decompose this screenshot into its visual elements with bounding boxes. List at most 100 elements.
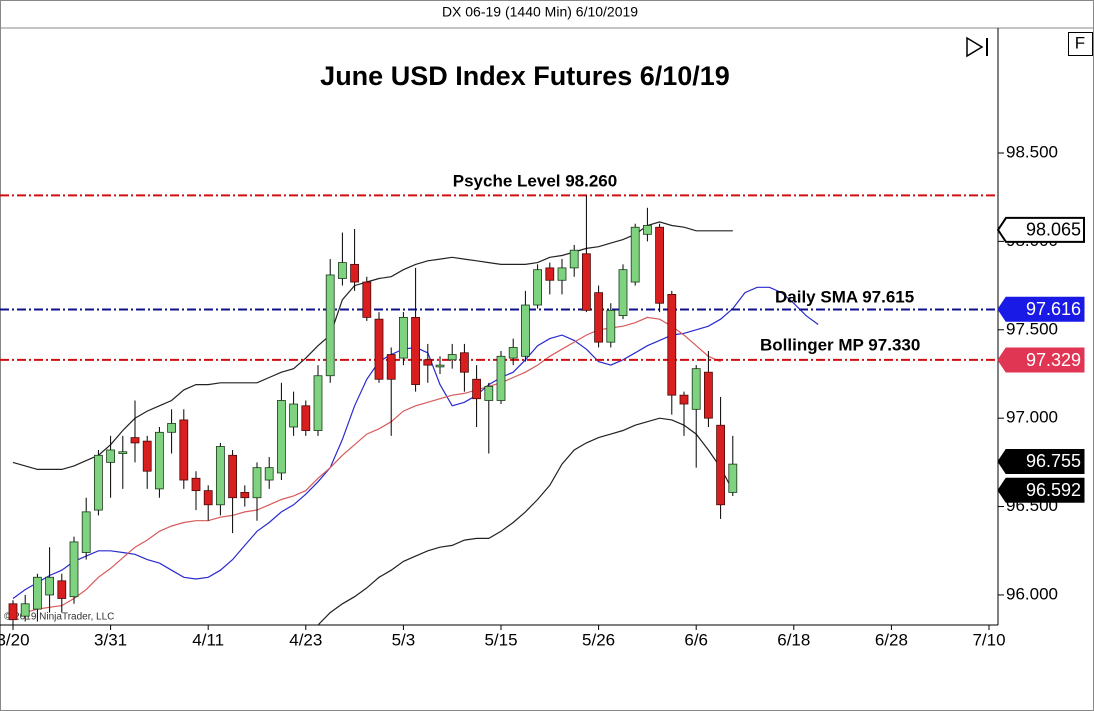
x-tick-label: 6/28 (875, 630, 908, 649)
candle-body (142, 440, 152, 472)
candle-body (313, 375, 323, 431)
price-marker-label: 98.065 (1026, 220, 1081, 240)
f-button-label[interactable]: F (1075, 33, 1085, 52)
plot (0, 194, 998, 625)
x-tick-label: 5/3 (392, 630, 416, 649)
candle-body (264, 467, 274, 481)
y-tick-label: 97.000 (1006, 408, 1058, 427)
candle-body (167, 423, 177, 433)
candle-body (545, 267, 555, 281)
price-marker-label: 96.755 (1026, 451, 1081, 471)
f-button[interactable] (1068, 32, 1093, 56)
y-tick-label: 97.500 (1006, 319, 1058, 338)
candle-body (447, 354, 457, 361)
candle-body (350, 263, 360, 283)
candle-body (459, 352, 469, 373)
candle-body (704, 371, 713, 419)
candle-body (582, 253, 591, 311)
candle-body (325, 274, 335, 377)
y-tick-label: 98.500 (1006, 142, 1058, 161)
candle-body (362, 281, 372, 318)
candle-body (521, 304, 530, 357)
level-label: Bollinger MP 97.330 (760, 335, 920, 354)
indicator-line (12, 221, 733, 470)
candle-body (716, 424, 725, 506)
candle-body (508, 347, 518, 359)
x-tick-label: 7/10 (972, 630, 1005, 649)
candle-body (203, 490, 213, 506)
candle-body (252, 467, 262, 499)
candle-body (496, 355, 506, 401)
candle-body (154, 431, 164, 490)
candle-body (667, 294, 677, 396)
price-marker (996, 216, 1085, 243)
header: DX 06-19 (1440 Min) 6/10/2019 (442, 4, 638, 20)
candle-body (594, 292, 603, 343)
candle-body (81, 511, 91, 553)
candle-body (728, 463, 738, 493)
indicator-line (317, 417, 734, 625)
candle-body (301, 405, 311, 431)
x-tick-label: 6/18 (777, 630, 810, 649)
candle-body (20, 603, 30, 617)
candle-body (411, 316, 421, 385)
candle-body (484, 385, 494, 401)
candle-body (276, 400, 286, 474)
candle-body (472, 378, 482, 400)
candle-body (191, 477, 201, 492)
price-marker (997, 296, 1085, 322)
candle-body (215, 446, 225, 506)
candle-body (118, 451, 128, 454)
x-tick-label: 5/15 (484, 630, 517, 649)
candle-body (386, 354, 396, 380)
candle-body (240, 492, 250, 499)
candle-body (398, 316, 408, 359)
play-icon[interactable] (966, 36, 988, 58)
candle-body (179, 419, 189, 481)
price-marker-label: 96.592 (1026, 480, 1081, 500)
candle-body (423, 359, 433, 366)
candle-body (435, 364, 445, 368)
candle-body (289, 403, 299, 428)
y-tick-label: 96.000 (1006, 584, 1058, 603)
candle-body (679, 394, 689, 405)
price-marker (997, 347, 1085, 373)
candle-body (94, 454, 103, 511)
candle-body (69, 541, 79, 598)
candle-body (374, 318, 384, 380)
candle-body (57, 580, 67, 599)
candle-body (691, 368, 701, 410)
candle-body (228, 454, 238, 499)
level-label: Daily SMA 97.615 (775, 287, 914, 306)
candle-body (45, 576, 54, 596)
copyright: © 2019 NinjaTrader, LLC (4, 612, 114, 623)
x-tick-label: 3/31 (94, 630, 127, 649)
x-tick-label: 6/6 (684, 630, 708, 649)
candle-body (630, 226, 640, 283)
chart-title: June USD Index Futures 6/10/19 (320, 61, 730, 91)
x-tick-label: 5/26 (582, 630, 615, 649)
candle-body (655, 226, 664, 304)
price-marker-label: 97.616 (1026, 299, 1081, 319)
price-marker (997, 448, 1085, 474)
x-tick-label: 4/11 (192, 630, 224, 649)
candle-body (8, 603, 18, 621)
indicator-line (25, 316, 721, 614)
candle-body (569, 249, 579, 269)
level-label: Psyche Level 98.260 (453, 171, 617, 190)
candle-body (618, 269, 628, 317)
price-marker (997, 477, 1085, 503)
candle-body (33, 576, 42, 610)
candle-body (106, 449, 115, 463)
candle-body (533, 269, 542, 306)
x-tick-label: 4/23 (289, 630, 322, 649)
candle-body (557, 267, 567, 281)
x-tick-label: 3/20 (0, 630, 30, 649)
candle-body (643, 225, 652, 235)
candle-body (606, 309, 616, 343)
candle-body (337, 262, 347, 279)
candle-body (130, 437, 140, 444)
price-marker-label: 97.329 (1026, 350, 1081, 370)
